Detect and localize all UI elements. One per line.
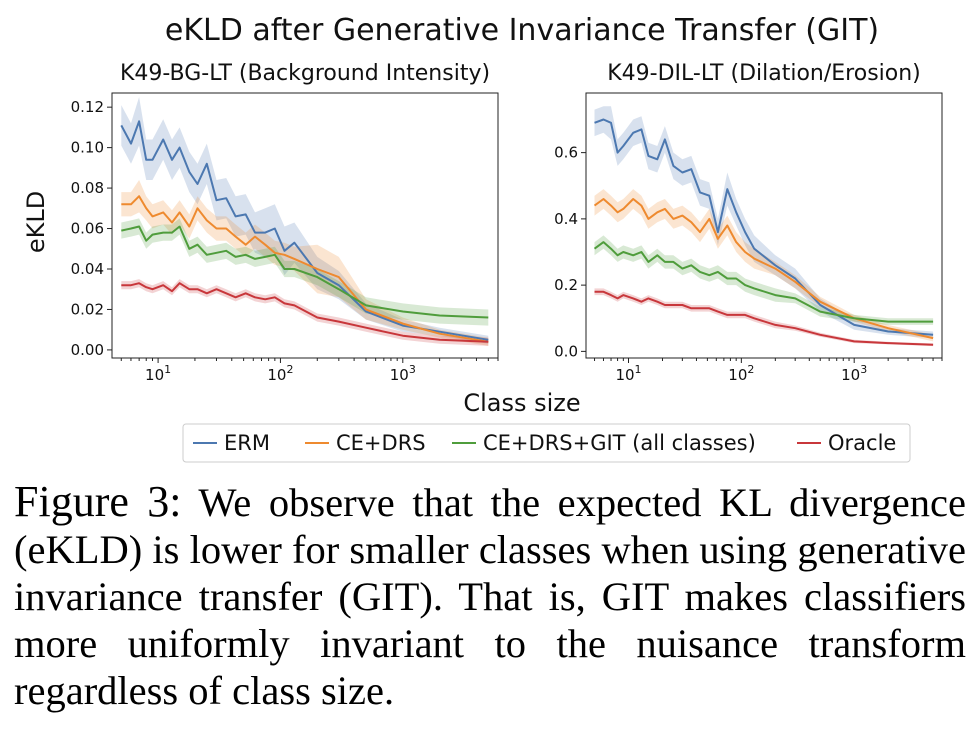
- plot-area: [120, 97, 489, 346]
- x-tick-label: 102: [267, 363, 293, 384]
- panel-title: K49-DIL-LT (Dilation/Erosion): [607, 61, 921, 86]
- series-band: [594, 106, 934, 339]
- plot-frame: [111, 92, 499, 359]
- series-line: [121, 282, 489, 343]
- y-tick-label: 0.4: [554, 210, 578, 228]
- x-tick-label: 102: [728, 363, 754, 384]
- legend: ERM CE+DRS CE+DRS+GIT (all classes) Oracle: [182, 423, 911, 463]
- y-tick-label: 0.6: [554, 144, 578, 162]
- series-line: [593, 241, 934, 323]
- figure-caption: Figure 3: We observe that the expected K…: [14, 478, 966, 714]
- series-line: [120, 120, 489, 341]
- plot-area: [593, 106, 934, 347]
- x-tick-label: 103: [841, 363, 867, 384]
- series-band: [594, 189, 934, 342]
- figure-xlabel: Class size: [463, 389, 580, 417]
- series-line: [594, 118, 934, 336]
- figure-suptitle: eKLD after Generative Invariance Transfe…: [165, 13, 879, 48]
- y-tick-label: 0.04: [71, 260, 104, 278]
- series-line: [593, 198, 934, 340]
- series-line: [121, 195, 489, 343]
- figure-svg: eKLD after Generative Invariance Transfe…: [22, 13, 943, 463]
- chart-panels: K49-BG-LT (Background Intensity) 0.00 0.02…: [71, 61, 943, 384]
- chart-panel-1: K49-BG-LT (Background Intensity) 0.00 0.02…: [71, 61, 499, 384]
- y-tick-label: 0.0: [554, 342, 578, 360]
- chart-panel-2: K49-DIL-LT (Dilation/Erosion) 0.0 0.2 0.4 0.…: [554, 61, 943, 384]
- series-band: [594, 288, 934, 347]
- legend-label: ERM: [224, 431, 270, 455]
- caption-text: We observe that the expected KL divergen…: [14, 480, 966, 713]
- legend-label: CE+DRS: [336, 431, 426, 455]
- y-tick-label: 0.02: [71, 300, 104, 318]
- figure: eKLD after Generative Invariance Transfe…: [22, 13, 943, 463]
- figure-ylabel: eKLD: [22, 191, 50, 253]
- y-tick-label: 0.10: [71, 139, 104, 157]
- y-tick-label: 0.06: [71, 220, 104, 238]
- x-tick-label: 103: [390, 363, 416, 384]
- legend-label: CE+DRS+GIT (all classes): [483, 431, 756, 455]
- y-tick-label: 0.2: [554, 276, 578, 294]
- y-tick-label: 0.08: [71, 179, 104, 197]
- series-line: [594, 290, 934, 346]
- x-tick-label: 101: [615, 363, 641, 384]
- y-tick-label: 0.00: [71, 341, 104, 359]
- panel-title: K49-BG-LT (Background Intensity): [120, 61, 490, 86]
- legend-frame: [182, 423, 911, 463]
- series-line: [121, 225, 489, 319]
- plot-frame: [585, 92, 943, 359]
- x-tick-label: 101: [145, 363, 171, 384]
- legend-label: Oracle: [828, 431, 896, 455]
- y-tick-label: 0.12: [71, 98, 104, 116]
- caption-label: Figure 3:: [14, 477, 182, 526]
- series-band: [121, 279, 489, 346]
